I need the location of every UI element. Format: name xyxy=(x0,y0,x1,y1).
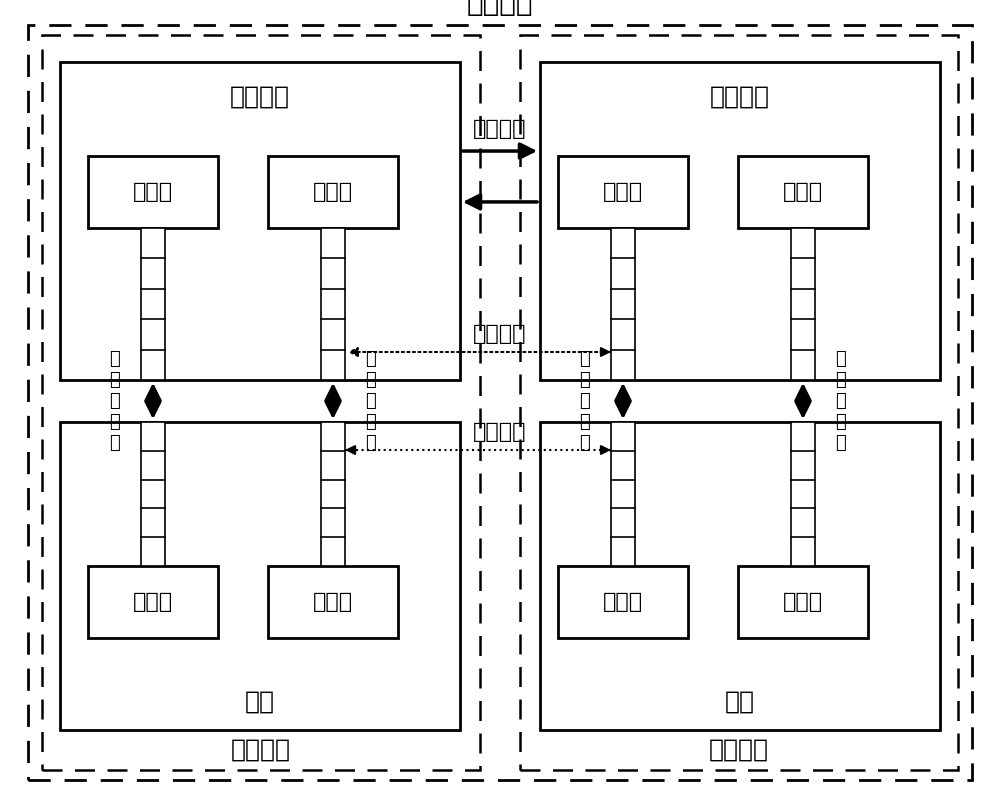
Text: 节点: 节点 xyxy=(245,690,275,714)
Bar xyxy=(88,566,218,638)
Bar xyxy=(738,156,868,228)
Bar xyxy=(558,156,688,228)
Bar xyxy=(540,422,940,730)
Bar xyxy=(611,422,635,566)
Bar xyxy=(791,422,815,566)
Text: 传播时延: 传播时延 xyxy=(473,119,527,139)
Bar xyxy=(558,566,688,638)
Text: 高晶振: 高晶振 xyxy=(603,592,643,612)
Text: 处理时延: 处理时延 xyxy=(473,422,527,442)
Bar xyxy=(738,566,868,638)
Bar xyxy=(321,228,345,380)
Bar xyxy=(60,62,460,380)
Bar xyxy=(540,62,940,380)
Bar xyxy=(268,566,398,638)
Text: 低晶振: 低晶振 xyxy=(783,592,823,612)
Bar xyxy=(520,35,958,770)
Bar xyxy=(791,228,815,380)
Text: 高晶振: 高晶振 xyxy=(313,592,353,612)
Text: 低晶振: 低晶振 xyxy=(133,592,173,612)
Bar xyxy=(60,422,460,730)
Bar xyxy=(321,422,345,566)
Bar xyxy=(42,35,480,770)
Bar xyxy=(268,156,398,228)
Text: 高
晶
振
频
率: 高 晶 振 频 率 xyxy=(580,350,590,452)
Text: 簇内同步: 簇内同步 xyxy=(709,738,769,762)
Text: 低晶振: 低晶振 xyxy=(133,182,173,202)
Bar xyxy=(141,422,165,566)
Text: 高晶振: 高晶振 xyxy=(313,182,353,202)
Text: 簇头节点: 簇头节点 xyxy=(230,85,290,109)
Bar xyxy=(611,228,635,380)
Bar xyxy=(88,156,218,228)
Text: 节点: 节点 xyxy=(725,690,755,714)
Text: 簇间同步: 簇间同步 xyxy=(467,0,533,17)
Text: 传输时延: 传输时延 xyxy=(473,324,527,344)
Text: 低
晶
振
频
率: 低 晶 振 频 率 xyxy=(836,350,846,452)
Text: 低晶振: 低晶振 xyxy=(783,182,823,202)
Text: 高晶振: 高晶振 xyxy=(603,182,643,202)
Text: 簇内同步: 簇内同步 xyxy=(231,738,291,762)
Text: 低
晶
振
频
率: 低 晶 振 频 率 xyxy=(110,350,120,452)
Text: 簇头节点: 簇头节点 xyxy=(710,85,770,109)
Bar xyxy=(141,228,165,380)
Text: 高
晶
振
频
率: 高 晶 振 频 率 xyxy=(366,350,376,452)
